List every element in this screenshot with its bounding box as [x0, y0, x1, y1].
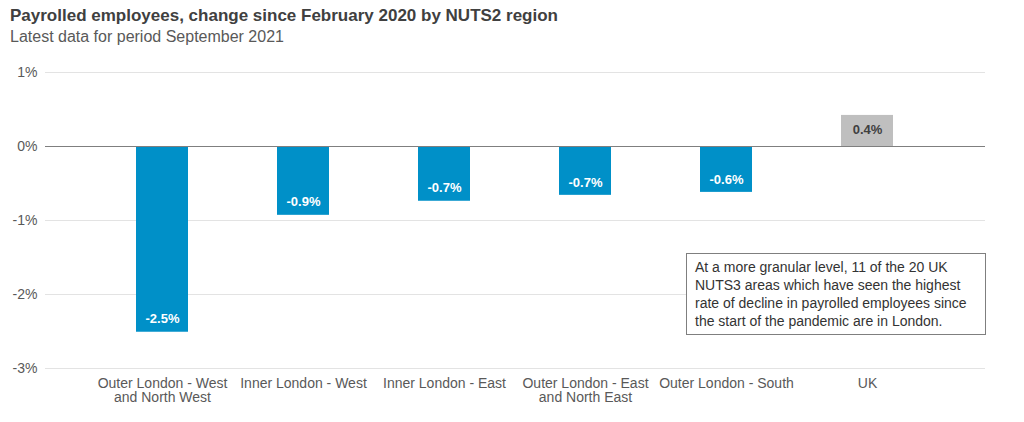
svg-text:Inner London - East: Inner London - East: [383, 375, 506, 391]
svg-text:Outer London - Westand North W: Outer London - Westand North West: [98, 375, 228, 405]
svg-text:-0.9%: -0.9%: [287, 194, 321, 209]
svg-text:-1%: -1%: [13, 212, 38, 228]
svg-text:0%: 0%: [17, 138, 37, 154]
svg-text:-2%: -2%: [13, 286, 38, 302]
svg-text:-3%: -3%: [13, 360, 38, 376]
svg-text:UK: UK: [858, 375, 878, 391]
svg-text:Outer London - Eastand North E: Outer London - Eastand North East: [522, 375, 648, 405]
svg-text:-0.6%: -0.6%: [710, 172, 744, 187]
svg-text:Outer London - South: Outer London - South: [659, 375, 794, 391]
svg-text:-2.5%: -2.5%: [146, 311, 180, 326]
svg-text:1%: 1%: [17, 64, 37, 80]
html-text:At a more granular level, 11 o: At a more granular level, 11 of the 20 U…: [695, 259, 967, 329]
svg-text:Inner London - West: Inner London - West: [240, 375, 367, 391]
html-text:Payrolled employees, change si: Payrolled employees, change since Februa…: [10, 6, 558, 25]
html-text:Latest data for period Septemb: Latest data for period September 2021: [10, 28, 284, 45]
svg-text:-0.7%: -0.7%: [569, 175, 603, 190]
svg-text:-0.7%: -0.7%: [428, 180, 462, 195]
svg-text:0.4%: 0.4%: [853, 122, 883, 137]
